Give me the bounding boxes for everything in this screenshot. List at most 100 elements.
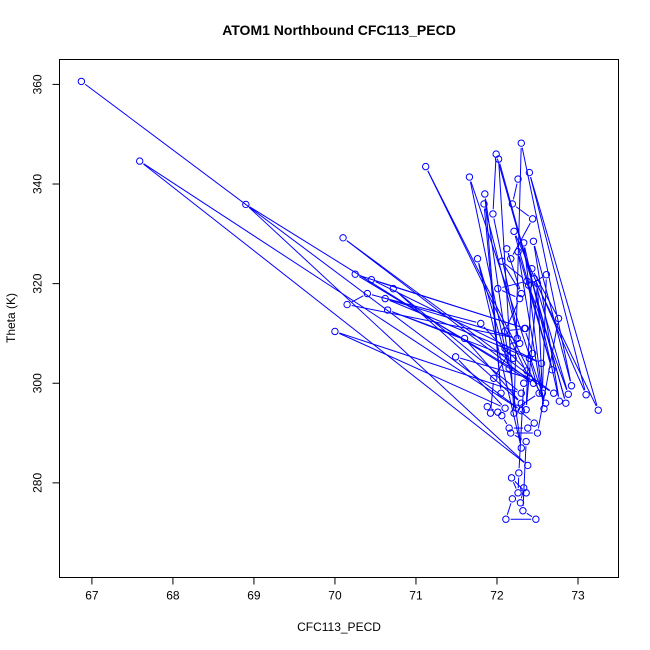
series-segment	[526, 512, 533, 518]
series-segment	[460, 357, 526, 378]
data-point	[528, 215, 537, 223]
data-point	[507, 255, 515, 263]
data-point	[525, 168, 534, 177]
data-point	[508, 200, 517, 208]
data-point	[505, 424, 513, 432]
data-point	[242, 200, 250, 209]
data-point	[524, 281, 533, 289]
data-point	[554, 314, 563, 323]
data-point	[507, 474, 516, 482]
series-segment	[534, 245, 571, 382]
series-segment	[248, 207, 525, 463]
series-segment	[515, 206, 530, 217]
series-segment	[389, 299, 538, 362]
data-point	[465, 173, 474, 181]
data-point	[517, 444, 525, 452]
series-segment	[346, 240, 531, 381]
data-point	[523, 277, 531, 285]
data-point	[351, 270, 359, 278]
series-segment	[427, 170, 528, 375]
data-point	[520, 379, 528, 387]
series-segment	[518, 256, 544, 405]
data-point	[501, 404, 509, 412]
data-point	[520, 239, 528, 247]
data-point	[343, 300, 351, 309]
data-point	[594, 406, 602, 414]
data-point	[582, 391, 590, 399]
data-point	[383, 306, 392, 314]
series-segment	[524, 375, 527, 379]
series-segment	[389, 299, 513, 338]
data-point	[525, 374, 534, 382]
axes: 67 68 69 70 71 72 73 280 300 320 340 360	[31, 74, 585, 602]
x-tick-label: 72	[490, 589, 504, 603]
series-segment	[535, 283, 568, 390]
series-segment	[503, 419, 508, 425]
data-point	[517, 139, 525, 147]
series-segment	[508, 252, 510, 255]
data-point	[486, 409, 495, 417]
series-segment	[522, 446, 527, 507]
data-point	[524, 424, 532, 432]
data-point	[549, 389, 558, 397]
series-segment	[530, 176, 598, 406]
series-segment	[513, 147, 522, 409]
data-point	[519, 507, 527, 515]
data-point	[483, 402, 491, 411]
series-segment	[469, 181, 509, 364]
data-point	[555, 397, 564, 405]
data-point	[505, 364, 513, 373]
data-point	[451, 353, 460, 361]
series-segment	[143, 163, 525, 463]
series-segment	[501, 290, 516, 298]
y-tick-label: 300	[31, 373, 45, 393]
data-point	[501, 344, 509, 353]
series-segment	[503, 264, 520, 290]
series-segment	[350, 295, 364, 303]
data-point	[564, 390, 572, 398]
series-segment	[375, 280, 522, 328]
x-tick-label: 67	[85, 589, 99, 603]
data-point	[77, 77, 86, 86]
series-segment	[506, 302, 519, 327]
data-point	[494, 284, 502, 293]
data-point	[494, 408, 502, 416]
data-point	[533, 279, 542, 288]
series-segment	[542, 279, 547, 389]
data-point	[421, 162, 430, 171]
plot-frame	[59, 59, 619, 578]
x-tick-label: 71	[409, 589, 423, 603]
series-segment	[526, 288, 538, 406]
data-point	[528, 349, 537, 358]
series-segment	[391, 311, 461, 338]
data-point	[522, 405, 530, 414]
data-point	[367, 275, 376, 284]
series-segment	[484, 208, 519, 339]
series-segment	[514, 480, 524, 490]
series-segment	[509, 328, 520, 331]
series-segment	[339, 332, 517, 393]
data-point	[517, 399, 525, 407]
data-point	[490, 374, 498, 382]
data-point	[510, 227, 518, 236]
data-point	[517, 389, 525, 397]
series-segment	[491, 408, 494, 411]
x-axis-label: CFC113_PECD	[297, 620, 381, 634]
series-segment	[346, 240, 551, 391]
data-point	[523, 367, 531, 375]
data-point	[522, 489, 530, 497]
data-point	[542, 270, 551, 279]
data-point	[507, 429, 515, 437]
data-point	[514, 248, 522, 256]
data-point	[516, 499, 525, 507]
series-segment	[512, 183, 518, 200]
x-tick-label: 70	[328, 589, 342, 603]
series-segment	[530, 176, 586, 391]
plot-area	[77, 77, 602, 523]
data-point	[497, 389, 505, 397]
data-point	[339, 234, 347, 242]
data-point	[501, 327, 509, 335]
series-segment	[339, 332, 502, 407]
data-point	[530, 419, 538, 427]
series-segment	[537, 288, 543, 389]
